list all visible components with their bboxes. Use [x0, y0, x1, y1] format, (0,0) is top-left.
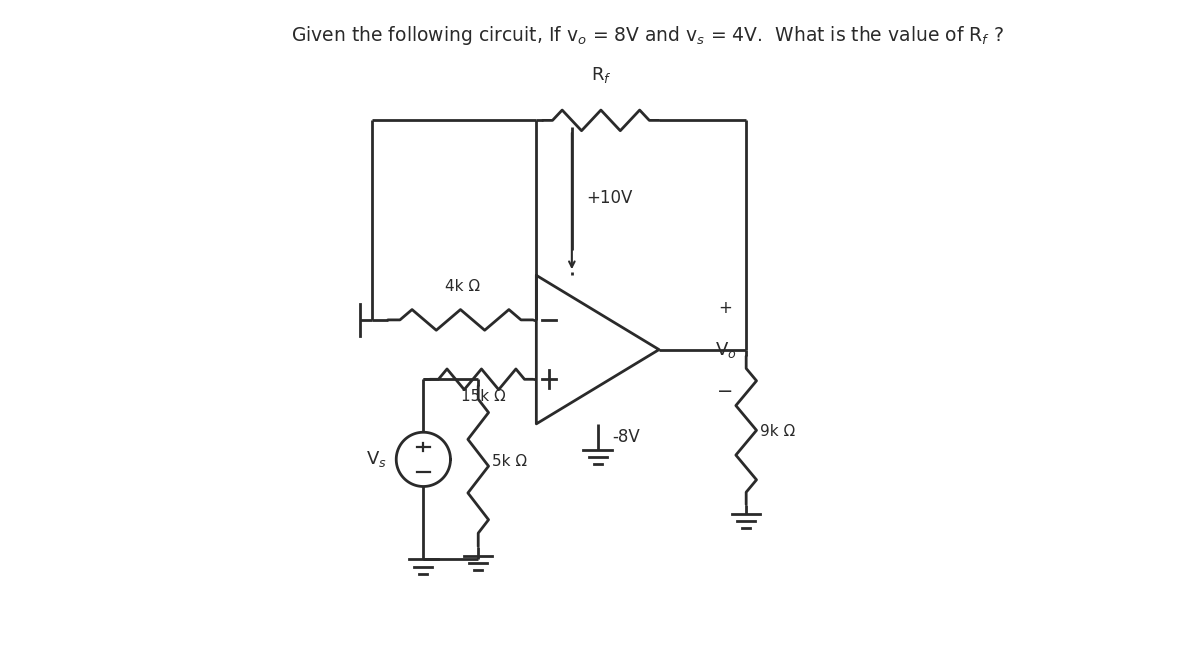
Text: -8V: -8V — [612, 428, 640, 446]
Text: 4k Ω: 4k Ω — [444, 279, 480, 294]
Text: V$_o$: V$_o$ — [715, 339, 737, 360]
Text: −: − — [718, 382, 733, 401]
Text: +10V: +10V — [586, 189, 632, 207]
Text: 15k Ω: 15k Ω — [461, 389, 505, 404]
Text: R$_f$: R$_f$ — [590, 65, 611, 85]
Text: V$_s$: V$_s$ — [366, 449, 386, 470]
Text: 9k Ω: 9k Ω — [761, 424, 796, 439]
Text: 5k Ω: 5k Ω — [492, 454, 528, 469]
Text: Given the following circuit, If v$_o$ = 8V and v$_s$ = 4V.  What is the value of: Given the following circuit, If v$_o$ = … — [290, 24, 1003, 46]
Text: +: + — [719, 299, 732, 317]
